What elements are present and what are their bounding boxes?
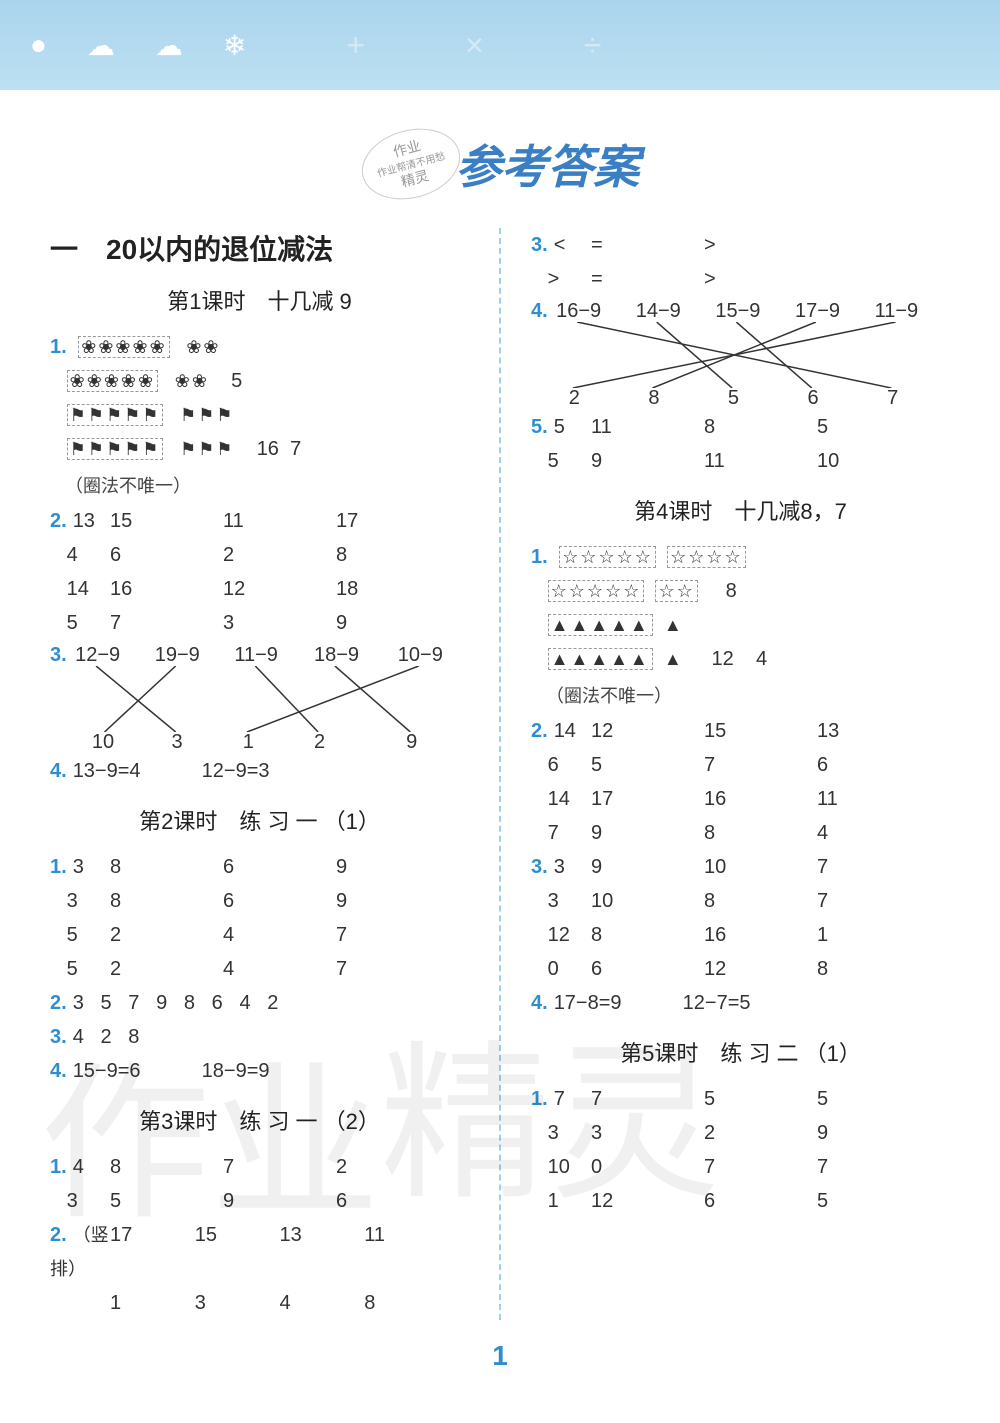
divide-icon: ÷ xyxy=(584,27,602,64)
answer-row: 1.3869 xyxy=(50,850,469,884)
icon-group: ❀❀❀❀❀ xyxy=(78,336,169,358)
answer-row: >=> xyxy=(531,262,950,296)
answer-row: 128161 xyxy=(531,918,950,952)
answer-row: 3869 xyxy=(50,884,469,918)
weather-icon: ● xyxy=(30,29,47,61)
match-lines xyxy=(50,666,469,732)
plus-icon: + xyxy=(346,27,365,64)
answer-row: 2.3 5 7 9 8 6 4 2 xyxy=(50,986,469,1020)
answer-row: 3596 xyxy=(50,1184,469,1218)
answer-row: 10077 xyxy=(531,1150,950,1184)
answer-row: 5739 xyxy=(50,606,469,640)
answer-row: 1.7755 xyxy=(531,1082,950,1116)
answer-row: 2.14121513 xyxy=(531,714,950,748)
multiply-icon: × xyxy=(465,27,484,64)
match-lines xyxy=(531,322,950,388)
note: （圈法不唯一） xyxy=(50,472,469,498)
answer-row: 3329 xyxy=(531,1116,950,1150)
title-block: 作业 作业帮清不用愁 精灵 参考答案 xyxy=(0,130,1000,198)
answer-row: 7984 xyxy=(531,816,950,850)
question-4: 4.13−9=4 12−9=3 xyxy=(50,754,469,788)
weather-icon: ☁ xyxy=(155,29,183,62)
answer-row: 11265 xyxy=(531,1184,950,1218)
answer-row: 14171611 xyxy=(531,782,950,816)
page-number: 1 xyxy=(0,1340,1000,1372)
answer-row: 3.4 2 8 xyxy=(50,1020,469,1054)
lesson-title: 第1课时 十几减 9 xyxy=(50,284,469,316)
header-banner: ● ☁ ☁ ❄ + × ÷ xyxy=(0,0,1000,90)
stamp-mark: 作业 作业帮清不用愁 精灵 xyxy=(354,118,468,210)
answer-row: 2.13151117 xyxy=(50,504,469,538)
left-column: 一 20以内的退位减法 第1课时 十几减 9 1. ❀❀❀❀❀ ❀❀ ❀❀❀❀❀… xyxy=(50,228,469,1320)
lesson-title: 第2课时 练 习 一 （1） xyxy=(50,804,469,836)
answer-row: 1348 xyxy=(50,1286,469,1320)
answer-row: 5247 xyxy=(50,918,469,952)
weather-icon: ☁ xyxy=(87,29,115,62)
matching-diagram: 4. 16−9 14−9 15−9 17−9 11−9 2 8 5 6 7 xyxy=(531,300,950,410)
answer-row: 1.4872 xyxy=(50,1150,469,1184)
answer-row: 31087 xyxy=(531,884,950,918)
lesson-title: 第3课时 练 习 一 （2） xyxy=(50,1104,469,1136)
page-title: 参考答案 xyxy=(455,131,639,197)
chapter-title: 一 20以内的退位减法 xyxy=(50,228,469,268)
qnum: 1. xyxy=(50,336,67,358)
answer-row: 2.（竖排）17151311 xyxy=(50,1218,469,1286)
answer-row: 5.51185 xyxy=(531,410,950,444)
answer-row: 4628 xyxy=(50,538,469,572)
answer-row: 591110 xyxy=(531,444,950,478)
answer-row: 3.39107 xyxy=(531,850,950,884)
snowflake-icon: ❄ xyxy=(223,29,246,62)
note: （圈法不唯一） xyxy=(531,682,950,708)
lesson-title: 第5课时 练 习 二 （1） xyxy=(531,1036,950,1068)
answer-row: 4.15−9=6 18−9=9 xyxy=(50,1054,469,1088)
answer-row: 4.17−8=9 12−7=5 xyxy=(531,986,950,1020)
column-divider xyxy=(499,228,501,1320)
answer-row: 14161218 xyxy=(50,572,469,606)
question-1: 1. ❀❀❀❀❀ ❀❀ xyxy=(50,330,469,364)
content-area: 一 20以内的退位减法 第1课时 十几减 9 1. ❀❀❀❀❀ ❀❀ ❀❀❀❀❀… xyxy=(0,208,1000,1330)
answer-row: 5247 xyxy=(50,952,469,986)
lesson-title: 第4课时 十几减8，7 xyxy=(531,494,950,526)
matching-diagram: 3. 12−9 19−9 11−9 18−9 10−9 10 3 1 2 9 xyxy=(50,644,469,754)
answer-row: 06128 xyxy=(531,952,950,986)
right-column: 3.<=> >=> 4. 16−9 14−9 15−9 17−9 11−9 2 … xyxy=(531,228,950,1320)
question-1: 1. ☆☆☆☆☆ ☆☆☆☆ xyxy=(531,540,950,574)
answer-row: 6576 xyxy=(531,748,950,782)
answer-row: 3.<=> xyxy=(531,228,950,262)
